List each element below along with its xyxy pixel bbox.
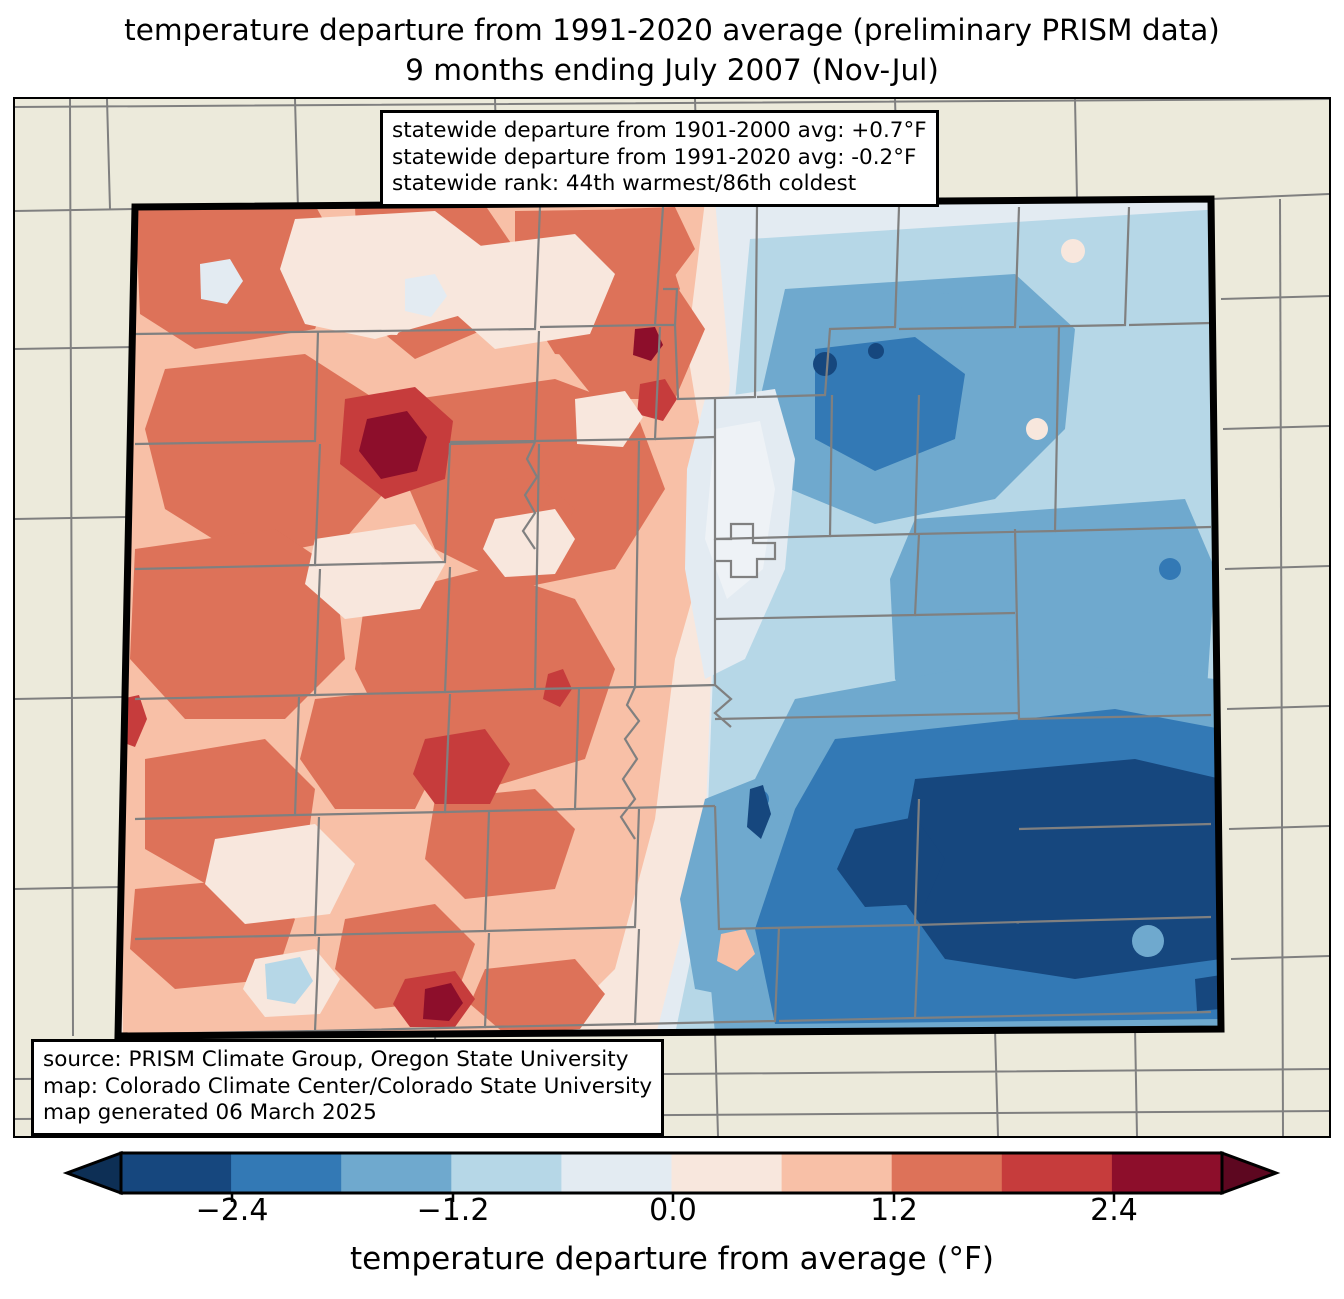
colorbar-band xyxy=(231,1153,342,1193)
colorbar-extend-high xyxy=(1220,1150,1281,1196)
colorbar-band xyxy=(891,1153,1003,1193)
colorbar-tick-label: 1.2 xyxy=(870,1193,918,1228)
colorbar-axis-label: temperature departure from average (°F) xyxy=(350,1241,994,1277)
title-line-1: temperature departure from 1991-2020 ave… xyxy=(124,13,1220,47)
colorbar-tick-label: 0.0 xyxy=(649,1193,697,1228)
source-credits-box: source: PRISM Climate Group, Oregon Stat… xyxy=(31,1039,665,1136)
statewide-stats-box: statewide departure from 1901-2000 avg: … xyxy=(380,110,939,207)
source-line-3: map generated 06 March 2025 xyxy=(43,1100,377,1125)
stats-line-3: statewide rank: 44th warmest/86th coldes… xyxy=(392,171,857,196)
colorbar-swatches xyxy=(62,1150,1281,1202)
page-title: temperature departure from 1991-2020 ave… xyxy=(0,10,1344,90)
colorbar-band xyxy=(341,1153,452,1193)
colorbar-tick-label: 2.4 xyxy=(1090,1193,1138,1228)
colorbar-band xyxy=(451,1153,562,1193)
colorbar-tick-label: −2.4 xyxy=(195,1193,269,1228)
colorbar-outline xyxy=(119,1151,1224,1195)
colorado-anomaly-map xyxy=(15,99,1329,1136)
source-line-2: map: Colorado Climate Center/Colorado St… xyxy=(43,1073,653,1099)
county-boundaries xyxy=(134,206,1212,1036)
colorbar-band xyxy=(781,1153,893,1193)
stats-line-2: statewide departure from 1991-2020 avg: … xyxy=(392,144,917,170)
title-line-2: 9 months ending July 2007 (Nov-Jul) xyxy=(405,53,939,87)
anomaly-field xyxy=(118,199,1221,1036)
colorbar-band xyxy=(561,1153,673,1193)
colorbar-tick-label: −1.2 xyxy=(416,1193,490,1228)
colorbar-tick-labels: −2.4 −1.2 0.0 1.2 2.4 xyxy=(0,1193,1344,1233)
colorbar-extend-low xyxy=(62,1150,123,1196)
colorbar-band xyxy=(671,1153,783,1193)
colorbar: −2.4 −1.2 0.0 1.2 2.4 temperature departure … xyxy=(0,1145,1344,1299)
colorbar-band xyxy=(1001,1153,1113,1193)
source-line-1: source: PRISM Climate Group, Oregon Stat… xyxy=(43,1047,629,1072)
colorbar-band xyxy=(1111,1153,1223,1193)
stats-line-1: statewide departure from 1901-2000 avg: … xyxy=(392,118,927,143)
map-frame xyxy=(13,97,1331,1138)
colorbar-band xyxy=(121,1153,232,1193)
